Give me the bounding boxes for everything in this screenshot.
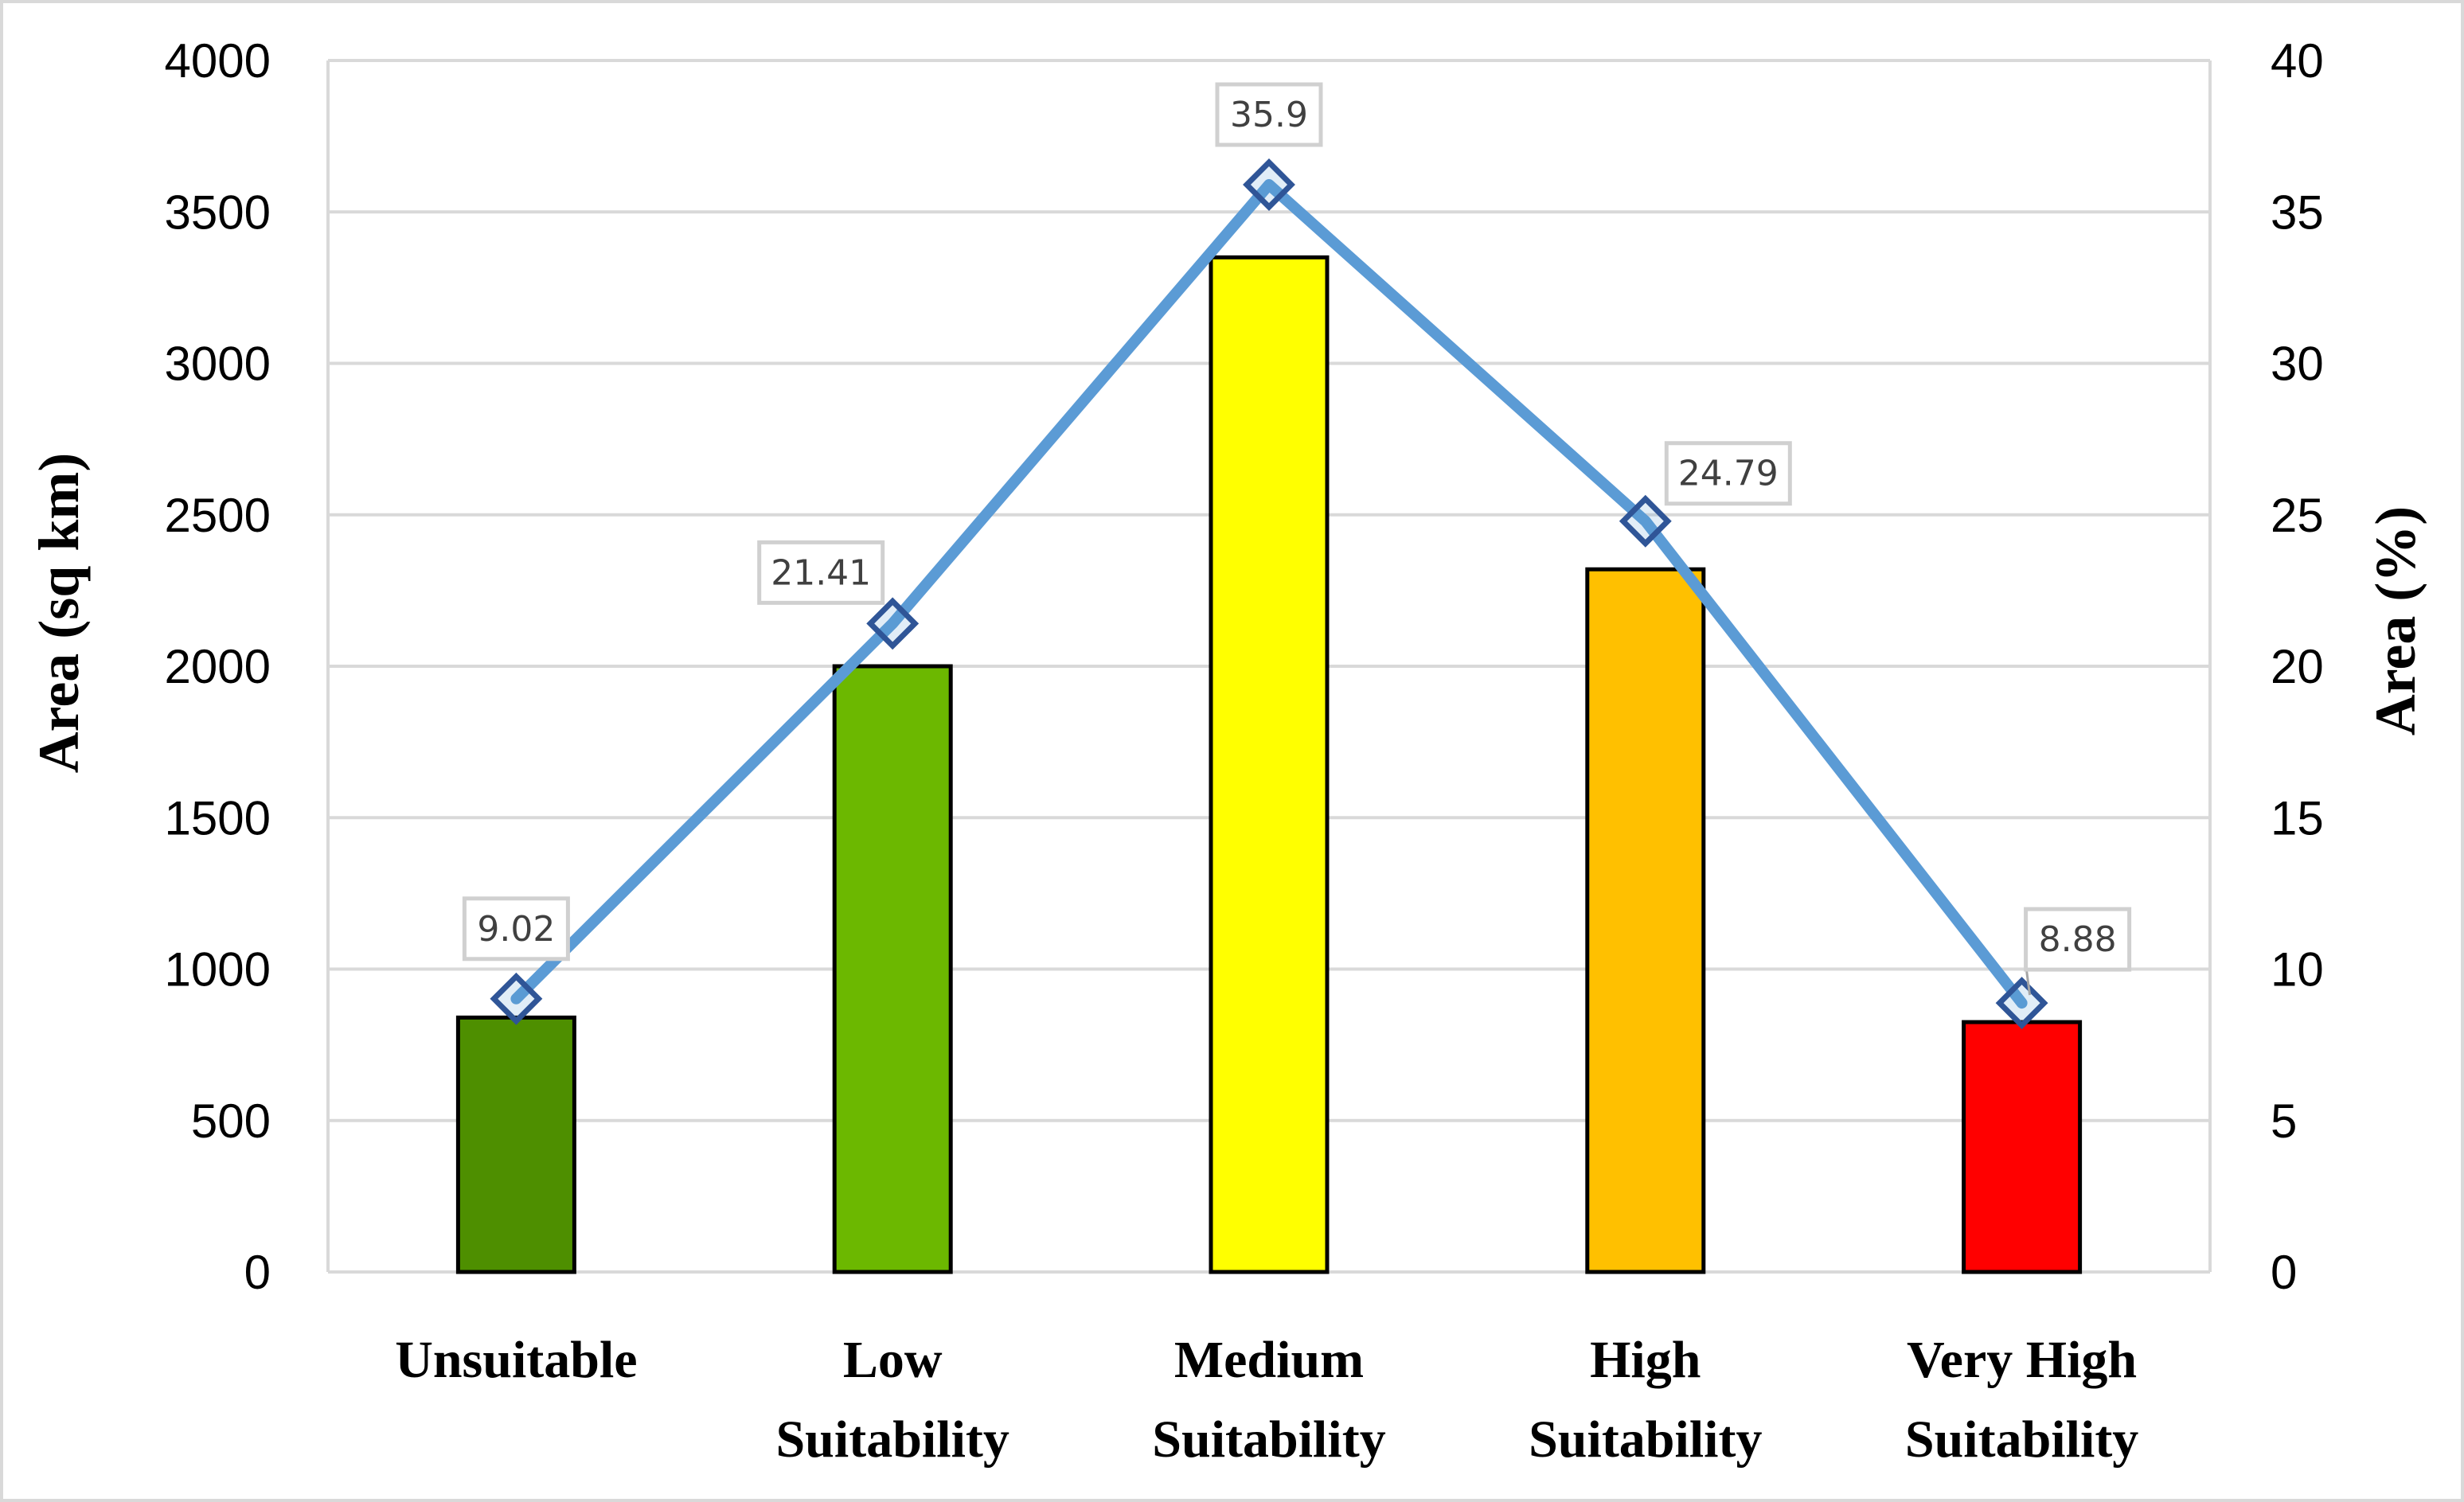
bar xyxy=(1209,255,1330,1274)
data-label-box xyxy=(757,540,885,605)
bar xyxy=(832,664,953,1274)
line-point xyxy=(1995,977,2048,1030)
right-tick-label: 35 xyxy=(2271,185,2324,239)
line-series xyxy=(490,158,2048,1030)
gridlines xyxy=(326,59,2212,1274)
right-axis-title: Area (%) xyxy=(2364,506,2427,736)
left-tick-label: 3500 xyxy=(165,185,271,239)
left-tick-label: 2500 xyxy=(165,489,271,542)
left-axis-ticks: 0 500 1000 1500 2000 2500 3000 3500 4000 xyxy=(165,34,271,1299)
right-tick-label: 10 xyxy=(2271,943,2324,997)
right-tick-label: 40 xyxy=(2271,34,2324,88)
category-labels: Unsuitable Low Suitability Medium Suitabilit… xyxy=(395,1331,2138,1469)
left-tick-label: 2000 xyxy=(165,640,271,693)
line-point xyxy=(1619,494,1672,548)
right-tick-label: 0 xyxy=(2271,1246,2297,1299)
data-label: 24.79 xyxy=(1664,441,1792,506)
bar xyxy=(1962,1020,2083,1274)
data-label-text: 8.88 xyxy=(2039,919,2117,960)
data-label: 9.02 xyxy=(462,896,570,962)
line-point xyxy=(1243,158,1295,211)
left-tick-label: 3000 xyxy=(165,337,271,391)
data-labels: 9.02 21.41 35.9 24.79 8.88 xyxy=(462,82,2132,996)
left-tick-label: 500 xyxy=(191,1094,271,1148)
data-label-text: 9.02 xyxy=(477,909,555,950)
bar xyxy=(455,1015,576,1274)
series-line xyxy=(510,179,2028,1009)
bar-series xyxy=(455,255,2083,1274)
category-label: Medium Suitability xyxy=(1152,1331,1385,1469)
line-point xyxy=(866,597,920,650)
data-label-text: 24.79 xyxy=(1678,454,1779,494)
data-label: 8.88 xyxy=(2024,907,2132,996)
right-tick-label: 25 xyxy=(2271,489,2324,542)
right-axis-ticks: 0 5 10 15 20 25 30 35 40 xyxy=(2271,34,2324,1299)
line-point xyxy=(490,972,543,1025)
right-tick-label: 30 xyxy=(2271,337,2324,391)
bar xyxy=(1585,567,1706,1274)
left-tick-label: 0 xyxy=(244,1246,271,1299)
left-tick-label: 1000 xyxy=(165,943,271,997)
right-tick-label: 20 xyxy=(2271,640,2324,693)
category-label: Low Suitability xyxy=(775,1331,1009,1469)
left-tick-label: 1500 xyxy=(165,791,271,845)
data-label-box xyxy=(462,896,570,962)
data-label-box xyxy=(1215,82,1323,147)
category-label: Very High Suitability xyxy=(1905,1331,2138,1469)
data-label-text: 35.9 xyxy=(1230,95,1308,135)
category-label: Unsuitable xyxy=(395,1331,637,1389)
data-label: 35.9 xyxy=(1215,82,1323,147)
data-label-box xyxy=(2024,907,2132,972)
data-label: 21.41 xyxy=(757,540,885,605)
right-tick-label: 15 xyxy=(2271,791,2324,845)
data-label-box xyxy=(1664,441,1792,506)
left-axis-title: Area (sq km) xyxy=(27,453,91,774)
data-label-text: 21.41 xyxy=(771,552,871,593)
right-tick-label: 5 xyxy=(2271,1094,2297,1148)
category-label: High Suitability xyxy=(1529,1331,1762,1469)
left-tick-label: 4000 xyxy=(165,34,271,88)
